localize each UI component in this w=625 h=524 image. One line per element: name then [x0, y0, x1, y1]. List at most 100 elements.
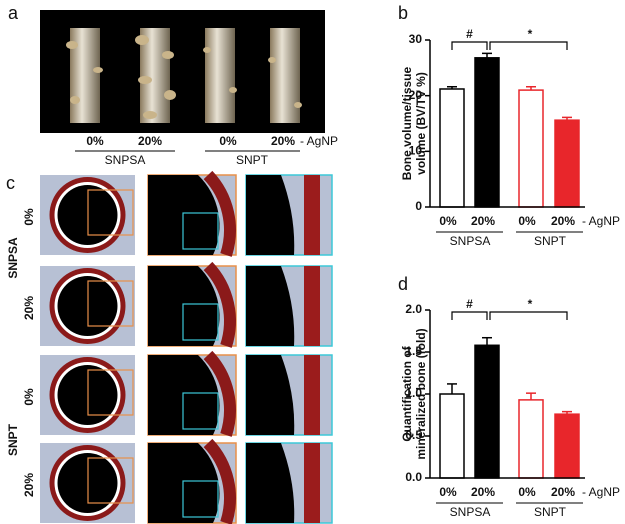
bone [304, 266, 320, 346]
category-label: 0% [86, 134, 104, 148]
row-label: 20% [22, 473, 36, 497]
histology-image [147, 261, 237, 348]
group-label: SNPT [534, 505, 567, 519]
bar [554, 119, 580, 208]
histology-image [245, 354, 333, 436]
implant [148, 443, 220, 523]
significance-label: * [528, 27, 533, 41]
row-label: 20% [22, 296, 36, 320]
y-tick-label: 1.0 [405, 386, 422, 400]
y-axis-label: volume (BV/TV %) [414, 72, 428, 175]
bone-arc [203, 350, 236, 437]
y-tick-label: 0 [415, 199, 422, 213]
x-tick-label: 20% [471, 214, 495, 228]
implant [246, 266, 295, 346]
y-axis-label: Bone volume/tissue [400, 67, 414, 181]
bar [518, 89, 544, 208]
histology-image [147, 170, 237, 257]
bone [304, 443, 320, 523]
group-label: SNPSA [6, 237, 20, 279]
significance-bracket [489, 311, 568, 320]
panel-label: b [398, 3, 408, 23]
implant [148, 175, 220, 255]
row-label: 0% [22, 388, 36, 406]
significance-bracket [451, 41, 488, 50]
histology-image [245, 174, 333, 256]
roi [182, 480, 219, 518]
x-tick-label: 0% [439, 485, 457, 499]
significance-label: # [466, 27, 473, 41]
roi [87, 280, 134, 327]
bar [518, 399, 544, 479]
annotation: - AgNP [300, 134, 338, 148]
group-label: SNPSA [450, 505, 491, 519]
x-tick-label: 20% [551, 214, 575, 228]
implant [246, 355, 295, 435]
histology-image [245, 265, 333, 347]
bone-arc [203, 438, 236, 524]
roi [182, 392, 219, 430]
bar [554, 413, 580, 479]
x-tick-label: 0% [439, 214, 457, 228]
x-tick-label: 20% [551, 485, 575, 499]
panel-label: c [6, 173, 15, 193]
category-label: 20% [138, 134, 162, 148]
group-label: SNPSA [450, 234, 491, 248]
y-axis-label: mineralized bone (fold) [414, 328, 428, 459]
histology-image [40, 443, 135, 523]
group-label: SNPSA [105, 153, 146, 167]
bar [474, 57, 500, 208]
bar [439, 88, 465, 208]
histology-image [40, 266, 135, 346]
bone-arc [203, 261, 236, 348]
implant [246, 443, 295, 523]
y-tick-label: 0.5 [405, 428, 422, 442]
bar [439, 393, 465, 479]
histology-image [40, 355, 135, 435]
bone-arc [203, 170, 236, 257]
implant [148, 355, 220, 435]
panel-label: d [398, 274, 408, 294]
y-tick-label: 1.5 [405, 344, 422, 358]
bar [474, 344, 500, 479]
x-tick-label: 0% [518, 485, 536, 499]
histology-image [40, 175, 135, 255]
histology-image [147, 438, 237, 524]
histology-grid [40, 170, 333, 524]
x-tick-label: 20% [471, 485, 495, 499]
significance-label: # [466, 297, 473, 311]
annotation: - AgNP [582, 214, 620, 228]
implant-rods [66, 28, 302, 123]
y-tick-label: 30 [409, 32, 423, 46]
implant [246, 175, 295, 255]
roi [182, 212, 219, 250]
bone [304, 175, 320, 255]
y-tick-label: 0.0 [405, 470, 422, 484]
roi [87, 369, 134, 416]
group-label: SNPT [534, 234, 567, 248]
histology-image [147, 350, 237, 437]
histology-image [245, 442, 333, 524]
roi [87, 457, 134, 504]
category-label: 20% [271, 134, 295, 148]
x-tick-label: 0% [518, 214, 536, 228]
group-label: SNPT [236, 153, 269, 167]
significance-bracket [489, 41, 568, 50]
y-tick-label: 2.0 [405, 302, 422, 316]
y-axis-label: Quantification of [400, 345, 414, 441]
group-label: SNPT [6, 423, 20, 456]
annotation: - AgNP [582, 485, 620, 499]
row-label: 0% [22, 208, 36, 226]
y-tick-label: 10 [409, 144, 423, 158]
y-tick-label: 20 [409, 88, 423, 102]
panel-label: a [8, 3, 19, 23]
implant [148, 266, 220, 346]
significance-label: * [528, 297, 533, 311]
roi [87, 189, 134, 236]
significance-bracket [451, 311, 488, 320]
category-label: 0% [219, 134, 237, 148]
bone [304, 355, 320, 435]
roi [182, 303, 219, 341]
